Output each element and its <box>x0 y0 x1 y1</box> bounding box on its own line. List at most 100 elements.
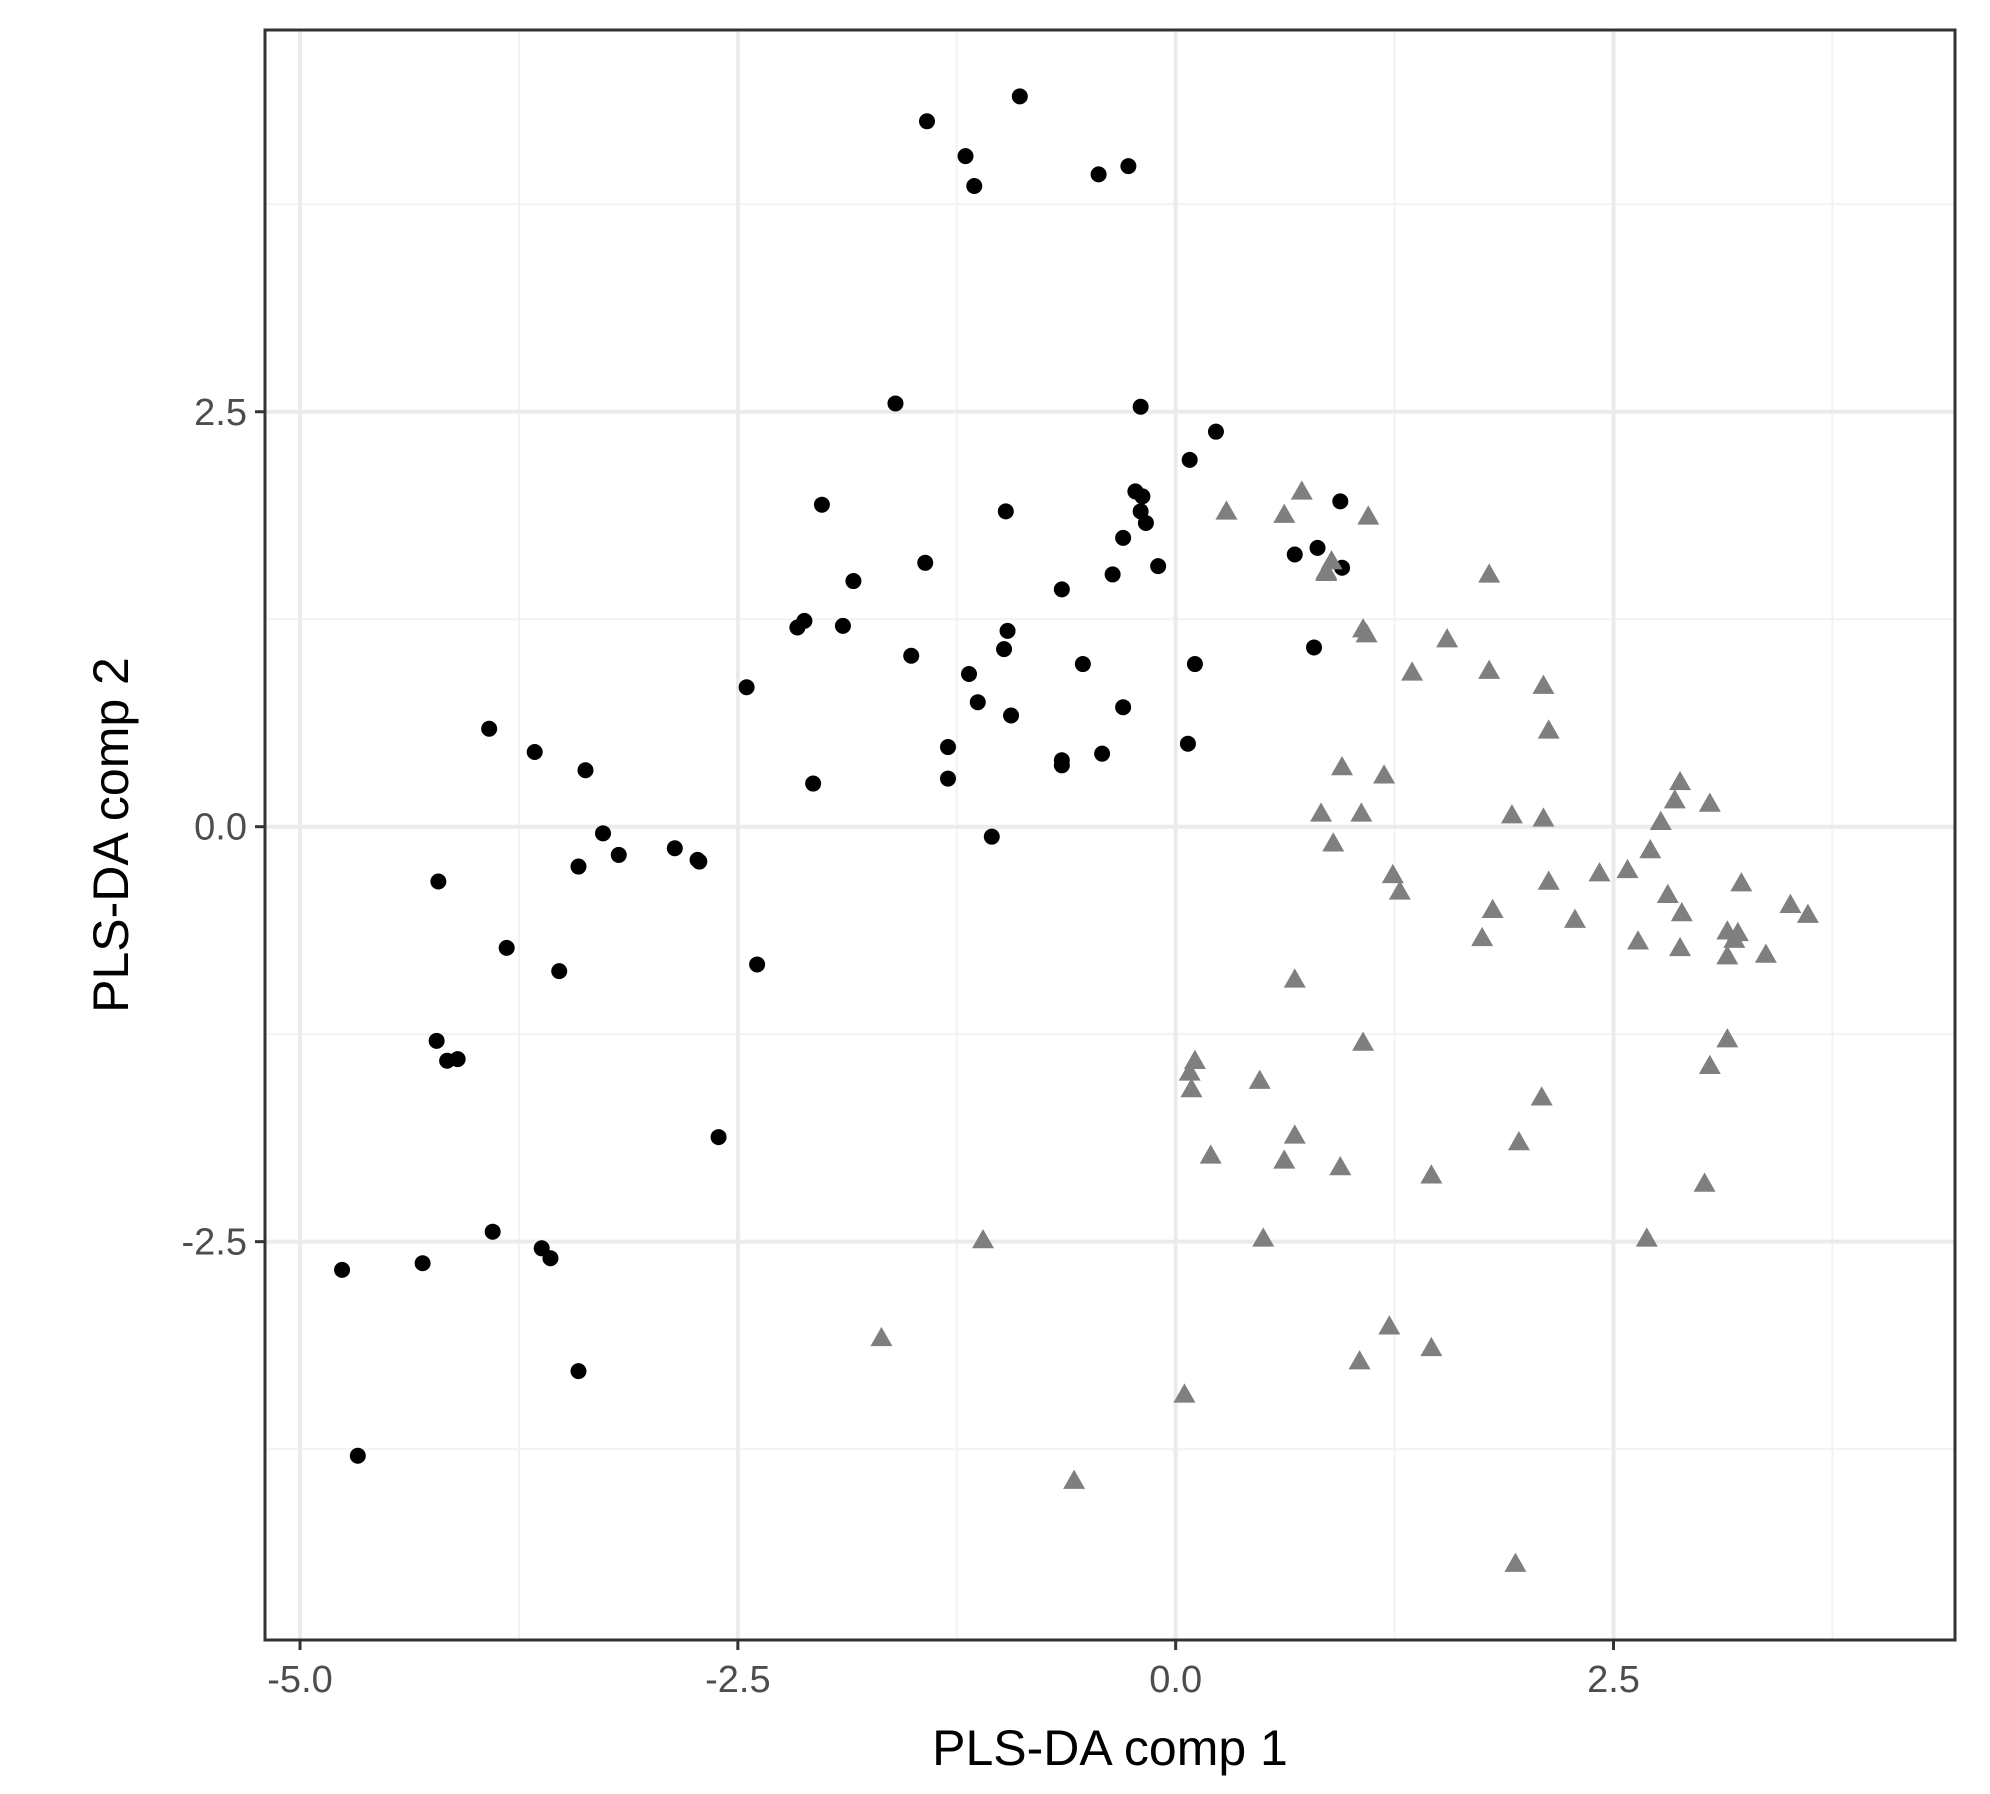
data-point-triangle <box>1796 903 1819 923</box>
data-point-circle <box>1053 757 1070 774</box>
data-point-circle <box>542 1250 559 1267</box>
data-point-circle <box>484 1223 501 1240</box>
data-point-circle <box>577 762 594 779</box>
data-point-triangle <box>1537 719 1560 739</box>
data-point-circle <box>691 853 708 870</box>
data-point-circle <box>1137 514 1154 531</box>
data-point-triangle <box>1471 926 1494 947</box>
x-tick-label: 0.0 <box>1149 1659 1202 1701</box>
data-point-triangle <box>1283 968 1306 988</box>
data-point-circle <box>969 694 986 711</box>
data-point-circle <box>1132 398 1149 415</box>
data-point-circle <box>610 846 627 863</box>
data-point-circle <box>349 1447 366 1464</box>
data-point-triangle <box>1635 1227 1658 1247</box>
data-point-circle <box>1053 581 1070 598</box>
data-point-circle <box>1090 166 1107 183</box>
data-point-circle <box>414 1255 431 1272</box>
data-point-circle <box>834 617 851 634</box>
data-point-circle <box>789 619 806 636</box>
data-point-triangle <box>1716 945 1739 965</box>
data-point-triangle <box>1669 936 1692 957</box>
data-point-circle <box>428 1032 445 1049</box>
data-point-triangle <box>1290 480 1313 500</box>
data-point-circle <box>805 775 822 792</box>
data-point-triangle <box>1420 1336 1443 1357</box>
y-axis-title: PLS-DA comp 2 <box>83 657 139 1013</box>
data-point-circle <box>903 647 920 664</box>
data-point-circle <box>966 178 983 195</box>
data-point-triangle <box>1693 1172 1716 1192</box>
data-point-triangle <box>1322 832 1345 852</box>
data-point-triangle <box>1669 770 1692 791</box>
data-point-triangle <box>1670 902 1693 922</box>
data-point-circle <box>1332 493 1349 510</box>
data-point-circle <box>917 554 934 571</box>
x-tick-label: 2.5 <box>1587 1659 1640 1701</box>
data-point-triangle <box>1178 1061 1201 1081</box>
data-point-circle <box>498 939 515 956</box>
data-point-circle <box>1134 488 1151 505</box>
data-point-circle <box>1207 423 1224 440</box>
data-point-triangle <box>1199 1144 1222 1164</box>
data-point-triangle <box>870 1326 893 1347</box>
y-axis-ticks: -2.5 0.0 2.5 <box>182 392 265 1264</box>
data-point-triangle <box>1215 500 1238 520</box>
data-point-circle <box>887 395 904 412</box>
data-point-triangle <box>1436 628 1459 648</box>
data-point-triangle <box>1350 802 1373 822</box>
data-point-triangle <box>1779 893 1802 913</box>
data-point-circle <box>1104 566 1121 583</box>
data-point-triangle <box>1173 1383 1196 1403</box>
grid-major-lines <box>265 30 1955 1640</box>
data-point-triangle <box>1754 943 1777 963</box>
data-point-triangle <box>1283 1124 1306 1144</box>
data-point-triangle <box>1656 883 1679 904</box>
data-point-circle <box>1074 656 1091 673</box>
data-point-circle <box>1115 699 1132 716</box>
data-point-triangle <box>1723 928 1746 948</box>
data-point-circle <box>1150 558 1167 575</box>
data-point-circle <box>1186 656 1203 673</box>
data-point-circle <box>449 1051 466 1068</box>
data-point-triangle <box>1530 1086 1553 1106</box>
data-point-circle <box>1094 745 1111 762</box>
data-point-circle <box>526 744 543 761</box>
data-point-triangle <box>1663 789 1686 809</box>
data-points <box>334 88 1819 1572</box>
data-point-triangle <box>1252 1227 1275 1247</box>
data-point-circle <box>845 573 862 590</box>
data-point-triangle <box>1639 838 1662 859</box>
data-point-triangle <box>1537 870 1560 890</box>
data-point-triangle <box>1352 1031 1375 1051</box>
data-point-circle <box>595 825 611 842</box>
data-point-triangle <box>1348 1350 1371 1370</box>
data-point-triangle <box>1329 1155 1352 1176</box>
data-point-triangle <box>1331 755 1354 776</box>
data-point-triangle <box>1698 792 1721 812</box>
data-point-triangle <box>1478 563 1501 583</box>
data-point-circle <box>940 770 957 787</box>
data-point-triangle <box>1378 1315 1401 1335</box>
data-point-triangle <box>1730 872 1753 892</box>
data-point-triangle <box>1315 561 1338 582</box>
data-point-triangle <box>1716 1028 1739 1048</box>
data-point-triangle <box>1420 1164 1443 1184</box>
data-point-circle <box>999 622 1016 639</box>
data-point-triangle <box>1388 880 1411 900</box>
data-point-circle <box>940 739 957 756</box>
data-point-triangle <box>1273 503 1296 523</box>
data-point-triangle <box>972 1228 995 1249</box>
data-point-circle <box>997 503 1014 520</box>
data-point-circle <box>551 963 568 980</box>
data-point-triangle <box>1355 623 1378 643</box>
data-point-triangle <box>1563 908 1586 928</box>
data-point-circle <box>983 828 1000 845</box>
x-tick-label: -5.0 <box>267 1659 332 1701</box>
data-point-circle <box>430 873 447 890</box>
x-axis-ticks: -5.0 -2.5 0.0 2.5 <box>267 1640 1640 1701</box>
data-point-triangle <box>1532 807 1555 827</box>
data-point-circle <box>481 720 498 737</box>
data-point-triangle <box>1532 674 1555 694</box>
data-point-triangle <box>1481 898 1504 918</box>
